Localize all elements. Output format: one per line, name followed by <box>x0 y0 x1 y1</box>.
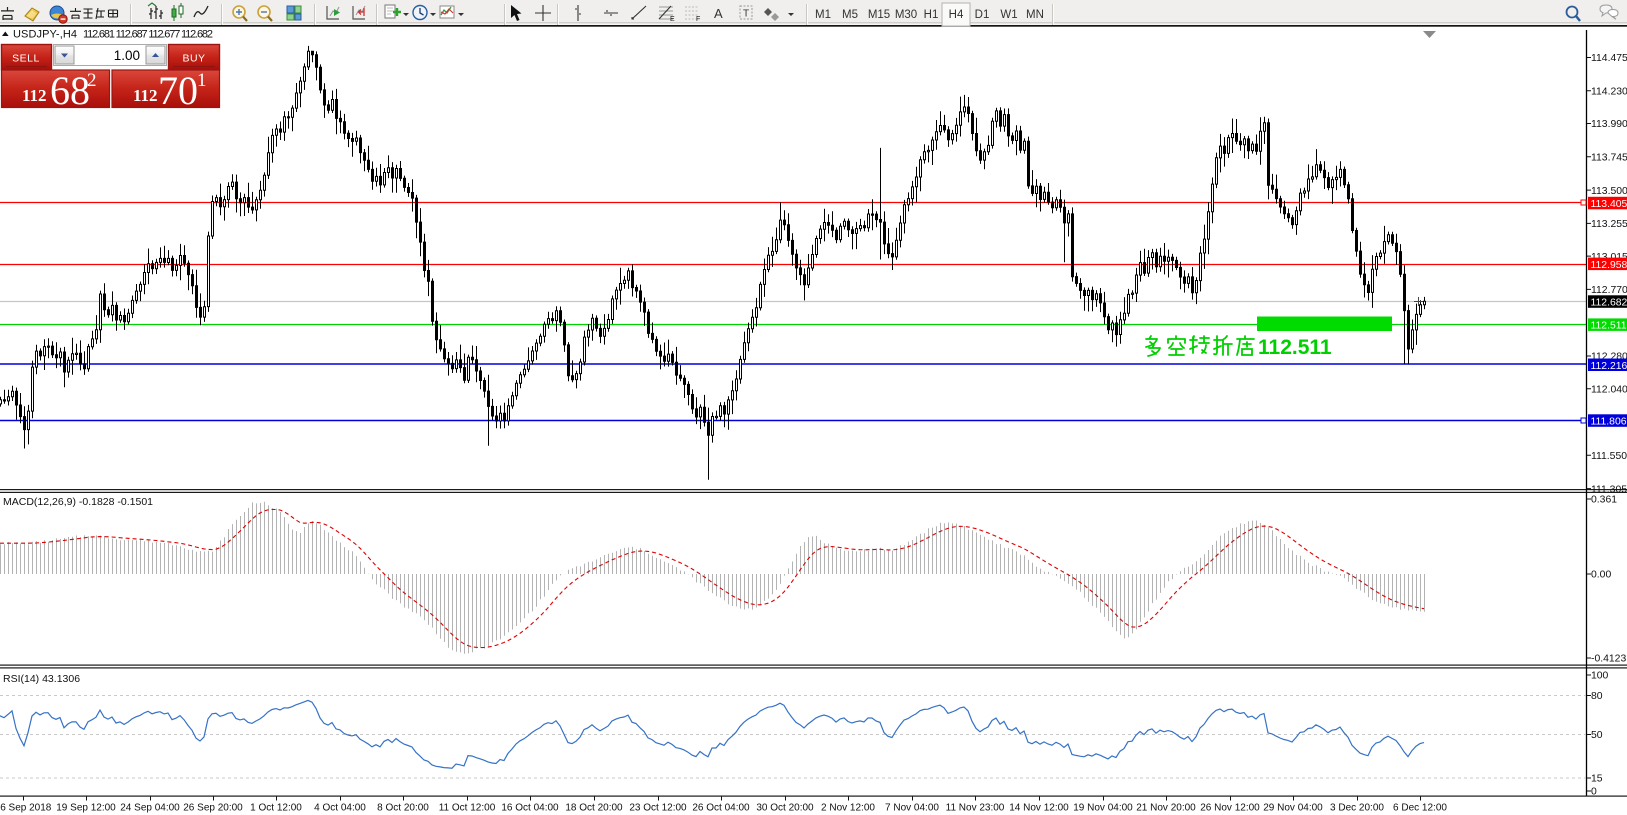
svg-text:0: 0 <box>1591 787 1597 798</box>
svg-text:1 Oct 12:00: 1 Oct 12:00 <box>250 803 302 814</box>
svg-text:113.990: 113.990 <box>1591 119 1627 130</box>
svg-text:MACD(12,26,9) -0.1828 -0.1501: MACD(12,26,9) -0.1828 -0.1501 <box>3 496 153 508</box>
svg-text:F: F <box>696 16 700 23</box>
svg-text:21 Nov 20:00: 21 Nov 20:00 <box>1136 803 1196 814</box>
svg-text:A: A <box>714 6 723 21</box>
svg-text:114.230: 114.230 <box>1591 87 1627 98</box>
svg-text:112: 112 <box>133 86 158 105</box>
svg-text:112.770: 112.770 <box>1591 285 1627 296</box>
svg-text:111.806: 111.806 <box>1591 417 1627 428</box>
svg-text:111.305: 111.305 <box>1591 484 1627 495</box>
svg-text:SELL: SELL <box>12 53 40 65</box>
svg-text:16 Sep 2018: 16 Sep 2018 <box>0 803 52 814</box>
svg-text:112.682: 112.682 <box>1591 298 1627 309</box>
svg-text:M5: M5 <box>842 9 858 21</box>
svg-text:H4: H4 <box>949 9 964 21</box>
svg-text:26 Sep 20:00: 26 Sep 20:00 <box>183 803 243 814</box>
svg-text:M15: M15 <box>868 9 890 21</box>
svg-text:M30: M30 <box>895 9 917 21</box>
svg-text:E: E <box>670 16 675 23</box>
svg-text:113.255: 113.255 <box>1591 219 1627 230</box>
svg-text:W1: W1 <box>1000 9 1017 21</box>
svg-text:T: T <box>743 9 749 20</box>
svg-text:0.00: 0.00 <box>1591 570 1611 581</box>
svg-text:M1: M1 <box>815 9 831 21</box>
svg-text:RSI(14) 43.1306: RSI(14) 43.1306 <box>3 673 80 685</box>
svg-text:8 Oct 20:00: 8 Oct 20:00 <box>377 803 429 814</box>
svg-text:23 Oct 12:00: 23 Oct 12:00 <box>629 803 687 814</box>
svg-text:BUY: BUY <box>182 53 205 65</box>
svg-text:0.361: 0.361 <box>1591 495 1617 506</box>
svg-text:-0.4123: -0.4123 <box>1591 654 1626 665</box>
svg-text:24 Sep 04:00: 24 Sep 04:00 <box>120 803 180 814</box>
svg-text:113.015: 113.015 <box>1591 252 1627 263</box>
svg-text:29 Nov 04:00: 29 Nov 04:00 <box>1263 803 1323 814</box>
svg-text:15: 15 <box>1591 774 1603 785</box>
svg-text:112.958: 112.958 <box>1591 260 1627 271</box>
svg-text:16 Oct 04:00: 16 Oct 04:00 <box>501 803 559 814</box>
svg-text:112.681 112.687 112.677 112.68: 112.681 112.687 112.677 112.682 <box>83 29 213 41</box>
svg-text:68: 68 <box>50 68 90 113</box>
svg-text:D1: D1 <box>975 9 990 21</box>
svg-text:11 Nov 23:00: 11 Nov 23:00 <box>946 803 1005 814</box>
svg-text:112: 112 <box>22 86 47 105</box>
svg-text:USDJPY-,H4: USDJPY-,H4 <box>13 29 77 41</box>
svg-text:100: 100 <box>1591 671 1609 682</box>
svg-text:11 Oct 12:00: 11 Oct 12:00 <box>439 803 496 814</box>
svg-text:50: 50 <box>1591 730 1603 741</box>
svg-text:2: 2 <box>87 70 97 91</box>
svg-text:112.511: 112.511 <box>1591 321 1627 332</box>
svg-text:14 Nov 12:00: 14 Nov 12:00 <box>1009 803 1069 814</box>
svg-text:19 Nov 04:00: 19 Nov 04:00 <box>1073 803 1133 814</box>
svg-text:18 Oct 20:00: 18 Oct 20:00 <box>565 803 623 814</box>
svg-text:1.00: 1.00 <box>114 48 140 63</box>
svg-text:26 Nov 12:00: 26 Nov 12:00 <box>1200 803 1260 814</box>
svg-text:114.475: 114.475 <box>1591 53 1627 64</box>
svg-text:112.216: 112.216 <box>1591 361 1627 372</box>
svg-text:H1: H1 <box>924 9 939 21</box>
svg-text:113.500: 113.500 <box>1591 186 1627 197</box>
svg-text:7 Nov 04:00: 7 Nov 04:00 <box>885 803 939 814</box>
svg-text:112.511: 112.511 <box>1258 336 1332 359</box>
svg-text:113.745: 113.745 <box>1591 153 1627 164</box>
svg-text:112.280: 112.280 <box>1591 352 1627 363</box>
svg-text:80: 80 <box>1591 691 1603 702</box>
svg-text:112.040: 112.040 <box>1591 384 1627 395</box>
svg-text:2 Nov 12:00: 2 Nov 12:00 <box>821 803 875 814</box>
svg-text:19 Sep 12:00: 19 Sep 12:00 <box>56 803 116 814</box>
svg-text:MN: MN <box>1026 9 1044 21</box>
svg-text:3 Dec 20:00: 3 Dec 20:00 <box>1330 803 1384 814</box>
svg-text:113.405: 113.405 <box>1591 199 1627 210</box>
svg-text:6 Dec 12:00: 6 Dec 12:00 <box>1393 803 1447 814</box>
svg-text:26 Oct 04:00: 26 Oct 04:00 <box>692 803 750 814</box>
svg-text:111.550: 111.550 <box>1591 451 1627 462</box>
svg-text:70: 70 <box>158 68 198 113</box>
svg-text:1: 1 <box>197 70 207 91</box>
svg-text:30 Oct 20:00: 30 Oct 20:00 <box>756 803 814 814</box>
svg-text:4 Oct 04:00: 4 Oct 04:00 <box>314 803 366 814</box>
